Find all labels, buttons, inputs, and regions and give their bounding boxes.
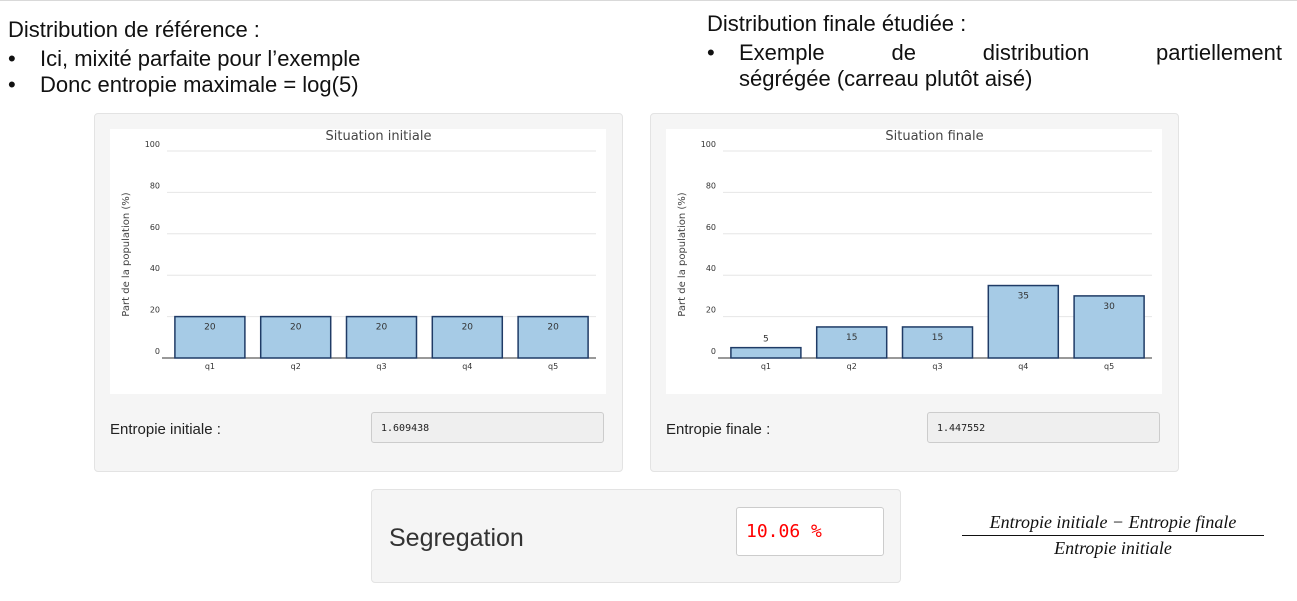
- reference-bullets: Ici, mixité parfaite pour l’exemple Donc…: [8, 46, 360, 98]
- y-tick-label: 0: [711, 347, 716, 356]
- x-tick-label: q2: [847, 362, 857, 371]
- final-entropy-output: 1.447552: [927, 412, 1160, 443]
- data-label: 20: [376, 323, 388, 333]
- y-axis-label: Part de la population (%): [121, 192, 132, 316]
- chart-title: Situation finale: [885, 129, 983, 144]
- bar-q4: [431, 315, 504, 359]
- initial-chart-svg: Situation initiale Part de la population …: [121, 129, 596, 371]
- bullet-line: ségrégée (carreau plutôt aisé): [739, 66, 1033, 91]
- y-axis-label: Part de la population (%): [677, 192, 688, 316]
- x-tick-label: q5: [548, 362, 558, 371]
- bar-q3: [901, 326, 974, 359]
- initial-entropy-label: Entropie initiale :: [110, 421, 221, 438]
- bar-q2: [259, 315, 332, 359]
- bar-q4: [987, 284, 1060, 359]
- segregation-panel: Segregation 10.06 %: [371, 489, 901, 583]
- final-chart-svg: Situation finale Part de la population (%…: [677, 129, 1152, 371]
- final-bullets: Exemple de distribution partiellement sé…: [707, 40, 1282, 92]
- y-tick-label: 60: [150, 223, 160, 232]
- y-tick-label: 100: [701, 140, 716, 149]
- top-divider: [0, 0, 1297, 1]
- segregation-output: 10.06 %: [736, 507, 884, 556]
- data-label: 30: [1103, 302, 1115, 312]
- bullet-line: Exemple de distribution partiellement: [739, 40, 1282, 66]
- initial-entropy-output: 1.609438: [371, 412, 604, 443]
- final-chart: Situation finale Part de la population (%…: [666, 129, 1162, 394]
- segregation-label: Segregation: [389, 524, 524, 552]
- bar-q2: [815, 326, 888, 359]
- y-tick-label: 40: [150, 264, 160, 273]
- final-heading: Distribution finale étudiée :: [707, 11, 967, 36]
- chart-title: Situation initiale: [326, 129, 432, 144]
- x-tick-label: q4: [462, 362, 472, 371]
- data-label: 5: [763, 335, 769, 345]
- bar-q1: [174, 315, 246, 359]
- data-label: 20: [462, 323, 474, 333]
- y-tick-label: 80: [706, 181, 716, 190]
- data-label: 20: [547, 323, 559, 333]
- y-tick-label: 20: [150, 306, 160, 315]
- data-label: 15: [846, 333, 857, 343]
- formula-denominator: Entropie initiale: [1054, 538, 1172, 558]
- x-tick-label: q3: [932, 362, 942, 371]
- bullet-word: partiellement: [1156, 40, 1282, 65]
- y-tick-label: 60: [706, 223, 716, 232]
- data-label: 20: [204, 323, 216, 333]
- y-tick-label: 0: [155, 347, 160, 356]
- data-label: 35: [1018, 292, 1029, 302]
- y-tick-label: 20: [706, 306, 716, 315]
- bullet-word: Exemple: [739, 40, 825, 65]
- y-tick-label: 100: [145, 140, 160, 149]
- formula-numerator: Entropie initiale − Entropie finale: [962, 512, 1264, 536]
- reference-heading: Distribution de référence :: [8, 17, 260, 42]
- x-tick-label: q4: [1018, 362, 1028, 371]
- final-entropy-label: Entropie finale :: [666, 421, 771, 438]
- bullet-word: distribution: [982, 40, 1090, 65]
- y-tick-label: 80: [150, 181, 160, 190]
- segregation-formula: Entropie initiale − Entropie finale Entr…: [962, 512, 1264, 559]
- x-tick-label: q2: [291, 362, 301, 371]
- final-panel: Situation finale Part de la population (%…: [650, 113, 1179, 472]
- bar-q5: [517, 315, 589, 359]
- initial-panel: Situation initiale Part de la population …: [94, 113, 623, 472]
- x-tick-label: q3: [376, 362, 386, 371]
- x-tick-label: q5: [1104, 362, 1114, 371]
- bar-q3: [345, 315, 418, 359]
- bullet-item: Donc entropie maximale = log(5): [8, 72, 360, 98]
- data-label: 20: [290, 323, 302, 333]
- x-tick-label: q1: [761, 362, 771, 371]
- bullet-word: de: [891, 40, 916, 65]
- bullet-item: Ici, mixité parfaite pour l’exemple: [8, 46, 360, 72]
- data-label: 15: [932, 333, 943, 343]
- bar-q5: [1073, 295, 1145, 359]
- bar-q1: [730, 346, 802, 359]
- y-tick-label: 40: [706, 264, 716, 273]
- initial-chart: Situation initiale Part de la population …: [110, 129, 606, 394]
- x-tick-label: q1: [205, 362, 215, 371]
- bullet-item: Exemple de distribution partiellement sé…: [707, 40, 1282, 92]
